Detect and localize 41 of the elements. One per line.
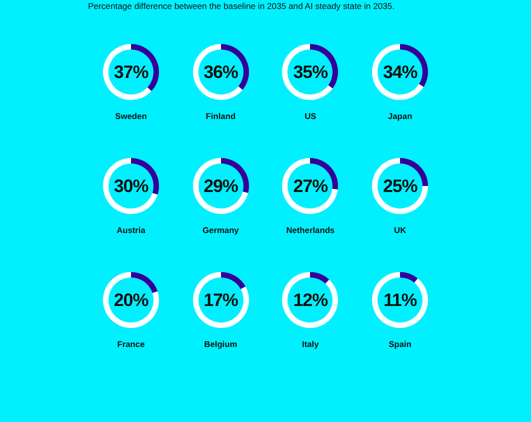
- donut-slice: [131, 272, 158, 294]
- text: 20%: [112, 289, 150, 311]
- text: 30%: [112, 175, 150, 197]
- donut-slice: [310, 272, 330, 284]
- donut-slice: [192, 272, 249, 328]
- text: US: [304, 110, 318, 122]
- donut-slice: [282, 158, 338, 214]
- text: 29%: [202, 175, 239, 197]
- text: 37%: [112, 61, 150, 83]
- donut-slice: [282, 272, 338, 328]
- text: 11%: [382, 289, 418, 311]
- donut-slice: [372, 44, 424, 100]
- text: 34%: [382, 61, 418, 83]
- text: 27%: [292, 175, 329, 197]
- donut-slice: [192, 158, 248, 214]
- text: Finland: [204, 110, 237, 122]
- text: Netherlands: [285, 224, 336, 236]
- text: Belgium: [203, 338, 238, 350]
- donut-slice: [282, 44, 334, 100]
- text: Italy: [301, 338, 320, 350]
- donut-slice: [103, 158, 158, 214]
- text: Spain: [388, 338, 412, 350]
- text: Sweden: [114, 110, 148, 122]
- donut-slice: [372, 158, 428, 214]
- donut-slice: [400, 272, 418, 283]
- text: Percentage difference between the baseline in 2035 and AI steady state in 2035.: [88, 0, 395, 12]
- text: 35%: [292, 61, 329, 83]
- text: 36%: [202, 61, 239, 83]
- donut-slice: [103, 44, 152, 100]
- text: France: [116, 338, 146, 350]
- text: Germany: [202, 224, 240, 236]
- donut-slice: [103, 272, 159, 328]
- text: 12%: [292, 289, 329, 311]
- text: UK: [393, 224, 408, 236]
- text: 17%: [202, 289, 239, 311]
- text: 25%: [382, 175, 418, 197]
- donut-slice: [372, 272, 428, 328]
- donut-slice: [220, 272, 246, 290]
- text: Austria: [116, 224, 146, 236]
- donut-slice: [192, 44, 242, 100]
- text: Japan: [386, 110, 414, 122]
